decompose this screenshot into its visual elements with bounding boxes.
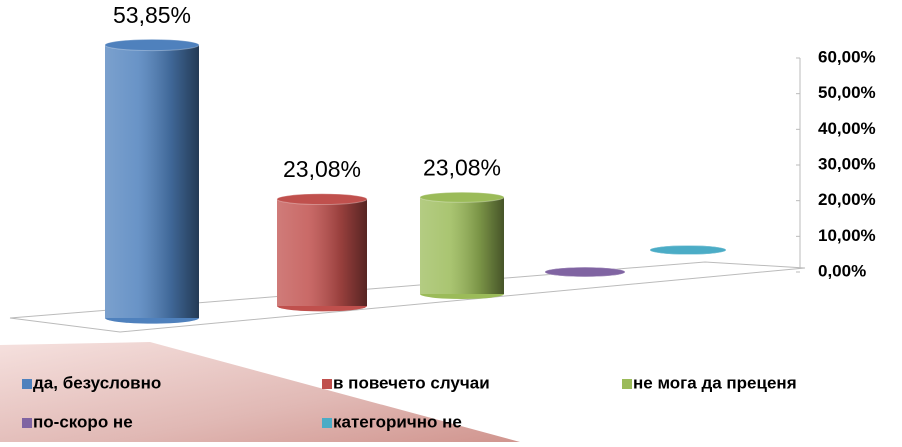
legend-label: по-скоро не (33, 412, 133, 431)
bar-cap (649, 244, 727, 256)
legend-swatch (22, 379, 32, 389)
value-label: 23,08% (423, 154, 501, 180)
y-tick-label: 20,00% (818, 190, 876, 209)
legend-label: да, безусловно (33, 373, 161, 392)
bar-cap (104, 38, 200, 52)
bar-cap (544, 266, 626, 278)
y-tick-label: 0,00% (818, 261, 866, 280)
legend-swatch (322, 418, 332, 428)
legend-label: категорично не (333, 412, 462, 431)
legend-label: не мога да преценя (633, 373, 797, 392)
bar-shade (277, 199, 367, 306)
bar-shade (420, 197, 504, 294)
y-tick-label: 50,00% (818, 83, 876, 102)
y-tick-label: 60,00% (818, 47, 876, 66)
y-tick-label: 30,00% (818, 154, 876, 173)
decor (0, 342, 520, 442)
value-label: 23,08% (283, 156, 361, 182)
legend-swatch (22, 418, 32, 428)
legend-swatch (622, 379, 632, 389)
y-tick-label: 10,00% (818, 226, 876, 245)
legend-swatch (322, 379, 332, 389)
bar-cap (419, 191, 505, 203)
legend-label: в повечето случаи (333, 373, 490, 392)
bar-shade (105, 44, 199, 318)
bar-cap (276, 193, 368, 206)
y-tick-label: 40,00% (818, 119, 876, 138)
value-label: 53,85% (113, 2, 191, 28)
